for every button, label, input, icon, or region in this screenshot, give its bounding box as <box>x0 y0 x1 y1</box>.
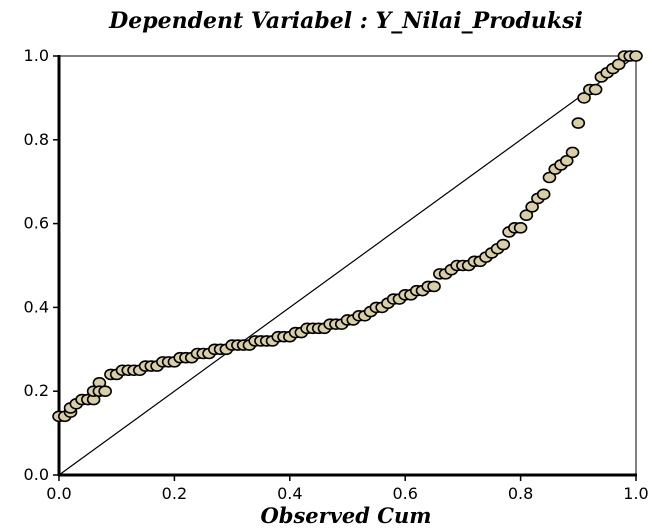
y-tick-label: 0.0 <box>24 465 49 484</box>
data-point <box>427 280 441 293</box>
y-tick-label: 0.2 <box>24 381 49 400</box>
y-tick-label: 0.6 <box>24 214 49 233</box>
x-tick-label: 0.2 <box>162 484 187 503</box>
data-point <box>98 385 112 398</box>
data-point <box>536 188 551 201</box>
data-point <box>565 146 580 159</box>
data-point <box>542 171 557 184</box>
x-tick-label: 1.0 <box>623 484 648 503</box>
data-point <box>496 238 511 251</box>
x-axis-label: Observed Cum <box>260 503 432 528</box>
plot-frame <box>57 55 637 477</box>
data-point <box>611 58 626 71</box>
x-tick-label: 0.6 <box>392 484 417 503</box>
data-point <box>577 92 591 104</box>
data-point <box>588 83 603 96</box>
y-tick-label: 0.4 <box>24 297 49 316</box>
x-tick-label: 0.8 <box>508 484 533 503</box>
data-point <box>571 117 586 129</box>
data-point <box>559 154 574 167</box>
y-tick-label: 0.8 <box>24 130 49 149</box>
reference-diagonal-line <box>58 55 637 476</box>
reference-line-layer <box>58 55 637 476</box>
points-layer <box>52 50 643 423</box>
ticks-layer: 0.0 0.2 0.4 0.6 0.8 1.0 0.0 0.2 0.4 0.6 0.8 1.0 <box>24 46 649 503</box>
x-tick-label: 0.4 <box>277 484 302 503</box>
chart-title: Dependent Variabel : Y_Nilai_Produksi <box>109 8 583 34</box>
data-point <box>525 201 539 213</box>
data-point <box>519 209 534 222</box>
y-tick-label: 1.0 <box>24 46 49 65</box>
x-tick-label: 0.0 <box>46 484 71 503</box>
data-point <box>513 221 528 234</box>
data-point <box>629 50 643 62</box>
